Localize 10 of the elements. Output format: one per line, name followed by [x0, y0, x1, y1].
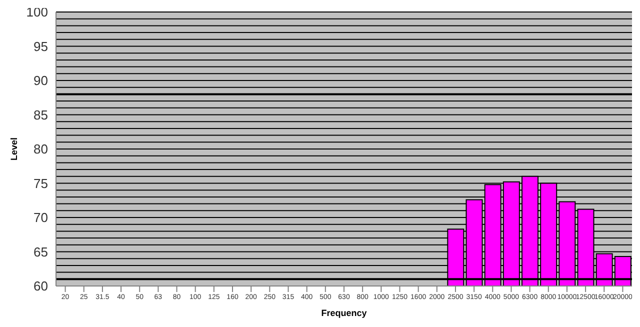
y-axis-title: Level: [9, 137, 20, 161]
y-tick-label: 80: [34, 142, 48, 157]
x-axis-title: Frequency: [321, 308, 367, 318]
y-tick-label: 95: [34, 38, 48, 54]
y-tick-label: 70: [34, 210, 48, 226]
y-tick-label: 85: [34, 107, 48, 122]
y-tick-label: 60: [34, 278, 48, 294]
y-tick-label: 90: [34, 73, 48, 88]
y-tick-label: 75: [34, 176, 48, 191]
y-tick-label: 65: [34, 244, 48, 260]
